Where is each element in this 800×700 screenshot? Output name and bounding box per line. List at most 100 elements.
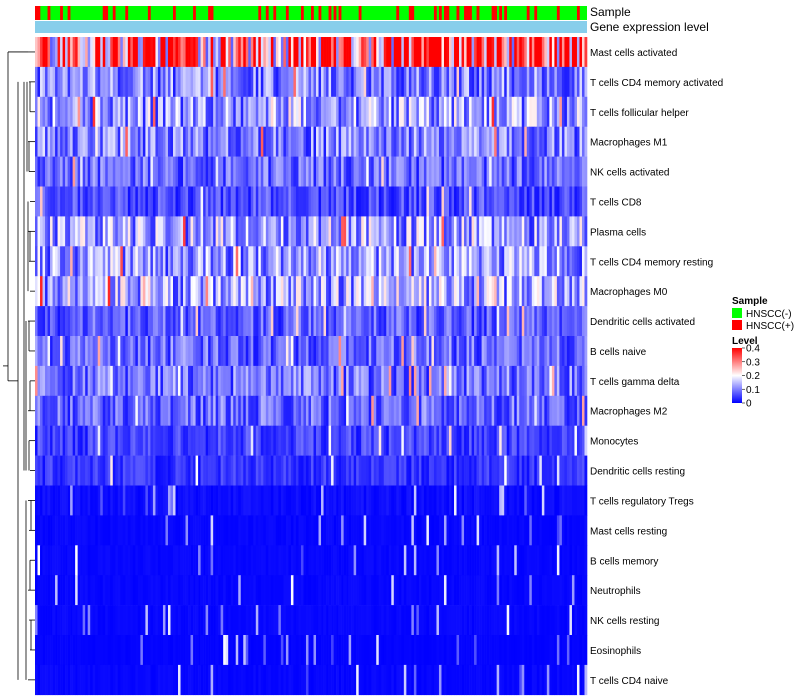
- heatmap-cell: [341, 126, 344, 157]
- heatmap-cell: [235, 485, 239, 516]
- heatmap-cell: [122, 37, 126, 68]
- heatmap-cell: [393, 455, 397, 486]
- heatmap-cell: [556, 126, 560, 157]
- heatmap-cell: [120, 66, 124, 98]
- heatmap-cell: [270, 395, 274, 426]
- heatmap-cell: [115, 605, 119, 636]
- heatmap-cell: [371, 545, 375, 576]
- heatmap-cell: [150, 425, 154, 456]
- heatmap-cell: [348, 605, 352, 636]
- heatmap-cell: [178, 66, 181, 98]
- heatmap-cell: [474, 575, 477, 606]
- heatmap-cell: [85, 515, 88, 546]
- heatmap-cell: [321, 485, 324, 516]
- heatmap-cell: [576, 635, 580, 666]
- sample-bar-positive: [476, 6, 480, 20]
- heatmap-cell: [295, 336, 299, 367]
- heatmap-cell: [127, 37, 131, 68]
- heatmap-cell: [250, 216, 254, 247]
- heatmap-cell: [516, 96, 520, 127]
- heatmap-cell: [137, 126, 141, 157]
- heatmap-cell: [40, 545, 43, 576]
- heatmap-cell: [544, 485, 548, 516]
- heatmap-cell: [82, 216, 86, 247]
- heatmap-cell: [376, 485, 380, 516]
- heatmap-cell: [541, 664, 545, 696]
- heatmap-cell: [321, 515, 324, 546]
- heatmap-cell: [122, 395, 126, 426]
- heatmap-cell: [524, 455, 528, 486]
- heatmap-cell: [65, 216, 68, 247]
- heatmap-cell: [260, 365, 264, 397]
- heatmap-cell: [373, 515, 377, 546]
- heatmap-cell: [504, 605, 508, 636]
- heatmap-cell: [469, 126, 472, 157]
- heatmap-cell: [398, 545, 402, 576]
- heatmap-cell: [77, 575, 81, 606]
- heatmap-cell: [456, 485, 460, 516]
- heatmap-cell: [489, 605, 492, 636]
- heatmap-cell: [137, 605, 141, 636]
- heatmap-cell: [175, 365, 179, 397]
- heatmap-cell: [243, 455, 247, 486]
- heatmap-cell: [476, 96, 480, 127]
- heatmap-cell: [348, 575, 352, 606]
- heatmap-cell: [218, 126, 221, 157]
- heatmap-cell: [521, 485, 525, 516]
- heatmap-cell: [341, 635, 344, 666]
- heatmap-cell: [223, 515, 226, 546]
- heatmap-cell: [408, 455, 412, 486]
- heatmap-cell: [155, 605, 159, 636]
- heatmap-cell: [228, 276, 232, 307]
- heatmap-cell: [559, 635, 563, 666]
- heatmap-cell: [323, 336, 327, 367]
- heatmap-cell: [120, 605, 124, 636]
- heatmap-cell: [155, 336, 159, 367]
- heatmap-cell: [298, 37, 302, 68]
- heatmap-cell: [546, 365, 550, 397]
- heatmap-cell: [105, 455, 109, 486]
- heatmap-cell: [258, 515, 262, 546]
- heatmap-cell: [331, 515, 334, 546]
- heatmap-cell: [210, 575, 214, 606]
- heatmap-cell: [529, 156, 533, 187]
- heatmap-cell: [479, 395, 482, 426]
- heatmap-cell: [280, 186, 284, 217]
- heatmap-cell: [178, 126, 181, 157]
- heatmap-cell: [165, 216, 169, 247]
- heatmap-cell: [185, 306, 189, 337]
- heatmap-cell: [526, 425, 530, 456]
- heatmap-cell: [167, 485, 171, 516]
- heatmap-cell: [566, 664, 570, 696]
- heatmap-cell: [65, 515, 68, 546]
- gene-expression-annotation-bar: [35, 21, 587, 33]
- heatmap-cell: [50, 37, 53, 68]
- heatmap-cell: [341, 336, 344, 367]
- heatmap-cell: [484, 635, 487, 666]
- heatmap-cell: [426, 425, 430, 456]
- heatmap-cell: [368, 66, 372, 98]
- heatmap-cell: [423, 306, 427, 337]
- heatmap-cell: [571, 395, 575, 426]
- heatmap-cell: [426, 246, 430, 277]
- heatmap-cell: [459, 37, 462, 68]
- heatmap-cell: [157, 395, 161, 426]
- heatmap-cell: [476, 395, 480, 426]
- heatmap-cell: [519, 575, 523, 606]
- heatmap-cell: [215, 336, 219, 367]
- heatmap-cell: [338, 575, 342, 606]
- heatmap-cell: [105, 515, 109, 546]
- heatmap-cell: [50, 545, 53, 576]
- heatmap-cell: [250, 455, 254, 486]
- heatmap-cell: [157, 425, 161, 456]
- heatmap-cell: [521, 515, 525, 546]
- heatmap-cell: [62, 425, 66, 456]
- heatmap-cell: [564, 395, 568, 426]
- heatmap-cell: [233, 66, 237, 98]
- heatmap-cell: [90, 365, 94, 397]
- heatmap-cell: [190, 635, 194, 666]
- heatmap-cell: [396, 395, 400, 426]
- heatmap-cell: [581, 156, 585, 187]
- heatmap-cell: [461, 515, 465, 546]
- heatmap-cell: [62, 216, 66, 247]
